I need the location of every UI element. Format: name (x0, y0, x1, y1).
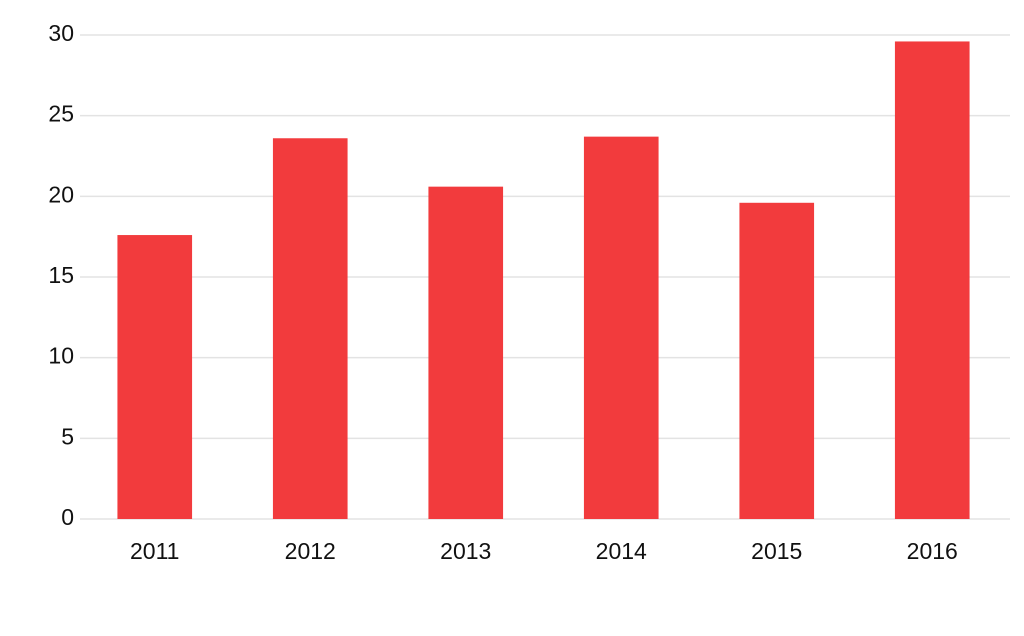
bar (272, 138, 348, 519)
bar (583, 136, 659, 519)
x-tick-label: 2012 (285, 538, 336, 564)
x-tick-label: 2015 (751, 538, 802, 564)
bar (739, 202, 815, 519)
y-tick-label: 10 (48, 343, 74, 369)
x-tick-label: 2013 (440, 538, 491, 564)
x-tick-label: 2011 (130, 538, 179, 564)
x-tick-label: 2016 (907, 538, 958, 564)
y-tick-label: 0 (61, 504, 74, 530)
y-tick-label: 5 (61, 423, 74, 449)
bar (117, 235, 193, 519)
bar (428, 186, 504, 520)
y-tick-label: 20 (48, 181, 74, 207)
y-tick-label: 30 (48, 20, 74, 46)
x-tick-label: 2014 (596, 538, 647, 564)
y-tick-label: 25 (48, 101, 74, 127)
bar (894, 41, 970, 519)
y-tick-label: 15 (48, 262, 74, 288)
